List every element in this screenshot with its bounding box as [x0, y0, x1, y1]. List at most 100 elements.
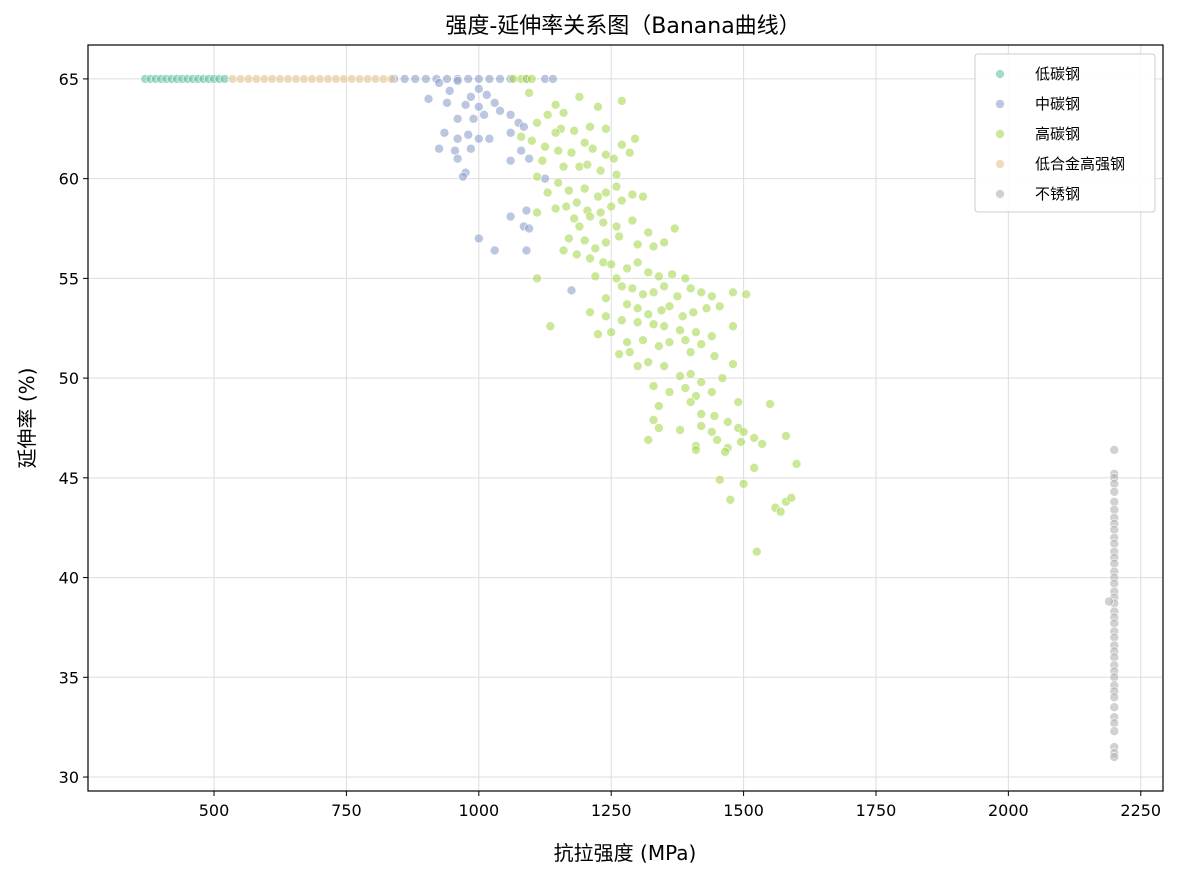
data-point — [540, 173, 550, 184]
data-point — [749, 463, 759, 473]
data-point — [561, 201, 571, 212]
data-point — [638, 289, 648, 300]
data-point — [484, 74, 495, 84]
data-point — [664, 387, 675, 397]
data-point — [564, 233, 574, 244]
data-point — [685, 369, 696, 379]
data-point — [1109, 632, 1120, 643]
data-point — [606, 327, 617, 338]
data-point — [601, 237, 611, 248]
data-point — [439, 127, 450, 138]
data-point — [709, 351, 720, 361]
data-point — [481, 90, 492, 100]
data-point — [648, 241, 659, 252]
data-point — [423, 94, 434, 104]
data-point — [669, 223, 680, 234]
data-point — [566, 285, 577, 296]
data-point — [1109, 618, 1120, 629]
x-tick-label: 750 — [331, 801, 362, 820]
data-point — [643, 227, 654, 238]
plot-points — [140, 74, 1120, 762]
data-point — [664, 301, 675, 312]
data-point — [1109, 496, 1120, 507]
data-point — [452, 153, 463, 164]
data-point — [521, 205, 532, 216]
data-point — [696, 421, 707, 431]
data-point — [601, 311, 611, 322]
data-point — [542, 110, 553, 120]
data-point — [574, 221, 585, 232]
legend-marker — [995, 99, 1005, 109]
data-point — [632, 361, 643, 371]
data-point — [524, 153, 534, 164]
data-point — [691, 391, 701, 401]
y-tick-label: 65 — [59, 70, 79, 89]
data-point — [664, 337, 675, 348]
data-point — [466, 143, 476, 154]
data-point — [532, 171, 542, 182]
data-point — [1109, 652, 1120, 663]
data-point — [1109, 479, 1120, 489]
data-point — [442, 74, 452, 84]
data-point — [590, 243, 601, 254]
y-tick-label: 45 — [59, 469, 79, 488]
legend-label: 低碳钢 — [1035, 65, 1080, 83]
data-point — [614, 231, 624, 242]
data-point — [1109, 538, 1120, 549]
data-point — [466, 92, 476, 102]
data-point — [733, 397, 744, 407]
data-point — [616, 96, 627, 106]
data-point — [741, 289, 752, 300]
data-point — [616, 281, 627, 292]
data-point — [609, 153, 619, 164]
data-point — [516, 145, 526, 156]
legend-marker — [995, 159, 1005, 169]
data-point — [675, 325, 685, 336]
data-point — [566, 147, 577, 158]
data-point — [677, 311, 688, 322]
data-point — [707, 331, 717, 342]
y-tick-label: 60 — [59, 170, 79, 189]
data-point — [489, 98, 500, 108]
legend-marker — [995, 69, 1005, 79]
data-point — [1109, 718, 1120, 728]
data-point — [521, 245, 532, 256]
data-point — [564, 185, 574, 196]
data-point — [460, 100, 471, 110]
data-point — [598, 217, 609, 228]
data-point — [571, 197, 582, 208]
data-point — [624, 347, 635, 357]
data-point — [606, 201, 617, 212]
data-point — [738, 479, 749, 489]
data-point — [736, 437, 746, 447]
data-point — [757, 439, 767, 449]
x-tick-label: 1750 — [856, 801, 897, 820]
data-point — [601, 149, 611, 160]
data-point — [616, 139, 627, 150]
data-point — [590, 271, 601, 282]
legend-label: 低合金高强钢 — [1035, 155, 1125, 173]
data-point — [585, 121, 595, 132]
data-point — [622, 263, 632, 274]
data-point — [593, 329, 603, 340]
data-point — [775, 506, 786, 517]
data-point — [722, 417, 733, 427]
x-tick-label: 500 — [199, 801, 230, 820]
data-point — [630, 133, 640, 144]
data-point — [444, 86, 455, 96]
data-point — [571, 249, 582, 260]
data-point — [611, 221, 622, 232]
data-point — [725, 494, 736, 505]
data-point — [1109, 692, 1120, 703]
data-point — [701, 303, 712, 314]
data-point — [627, 189, 638, 200]
data-point — [542, 187, 553, 198]
data-point — [587, 143, 598, 154]
data-point — [598, 257, 609, 268]
x-tick-label: 1250 — [591, 801, 632, 820]
data-point — [574, 92, 585, 102]
data-point — [659, 281, 669, 292]
legend-marker — [995, 189, 1005, 199]
